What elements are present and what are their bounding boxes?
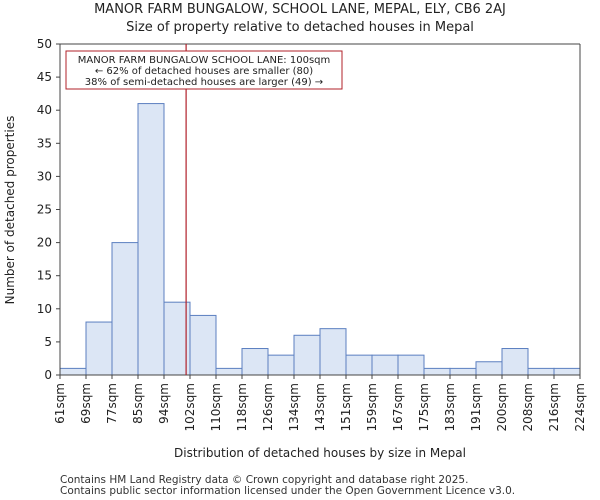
- annotation-line-3: 38% of semi-detached houses are larger (…: [85, 77, 323, 88]
- x-tick-label: 175sqm: [417, 383, 431, 431]
- x-tick-label: 126sqm: [261, 383, 275, 431]
- y-tick-label: 5: [44, 335, 52, 349]
- footer-line-1: Contains HM Land Registry data © Crown c…: [60, 474, 469, 486]
- bar: [293, 334, 321, 376]
- y-tick-label: 0: [44, 368, 52, 382]
- y-tick-label: 10: [37, 302, 52, 316]
- y-tick-label: 50: [37, 37, 52, 51]
- y-tick-label: 15: [37, 269, 52, 283]
- y-tick-label: 20: [37, 236, 52, 250]
- bar: [371, 354, 399, 376]
- bar: [215, 367, 243, 376]
- x-tick-label: 191sqm: [469, 383, 483, 431]
- bar: [553, 367, 581, 376]
- bar: [501, 348, 529, 376]
- bar: [111, 242, 139, 376]
- bar: [319, 328, 347, 376]
- bar: [423, 367, 451, 376]
- x-tick-label: 118sqm: [235, 383, 249, 431]
- y-tick-label: 35: [37, 136, 52, 150]
- bar: [241, 348, 269, 376]
- y-tick-label: 30: [37, 169, 52, 183]
- bar: [85, 321, 113, 376]
- bar: [267, 354, 295, 376]
- bar: [527, 367, 555, 376]
- x-tick-label: 159sqm: [365, 383, 379, 431]
- x-tick-label: 69sqm: [79, 383, 93, 424]
- bar: [137, 103, 165, 376]
- x-tick-label: 167sqm: [391, 383, 405, 431]
- y-axis-label: Number of detached properties: [3, 116, 17, 305]
- x-tick-label: 224sqm: [573, 383, 587, 431]
- x-tick-label: 102sqm: [183, 383, 197, 431]
- bar: [345, 354, 373, 376]
- y-tick-label: 45: [37, 70, 52, 84]
- annotation-box: [65, 50, 343, 90]
- bar: [189, 314, 217, 376]
- chart-title: MANOR FARM BUNGALOW, SCHOOL LANE, MEPAL,…: [94, 2, 506, 17]
- x-tick-label: 216sqm: [547, 383, 561, 431]
- bar: [475, 361, 503, 376]
- annotation-line-1: MANOR FARM BUNGALOW SCHOOL LANE: 100sqm: [78, 55, 331, 66]
- x-tick-label: 151sqm: [339, 383, 353, 431]
- x-tick-label: 85sqm: [131, 383, 145, 424]
- x-tick-label: 183sqm: [443, 383, 457, 431]
- footer-line-2: Contains public sector information licen…: [60, 485, 516, 497]
- annotation-line-2: ← 62% of detached houses are smaller (80…: [95, 66, 313, 77]
- bar: [449, 367, 477, 376]
- bar: [397, 354, 425, 376]
- bar: [59, 367, 87, 376]
- x-tick-label: 208sqm: [521, 383, 535, 431]
- y-tick-label: 40: [37, 103, 52, 117]
- x-tick-label: 94sqm: [157, 383, 171, 424]
- y-tick-label: 25: [37, 203, 52, 217]
- x-tick-label: 134sqm: [287, 383, 301, 431]
- x-tick-label: 143sqm: [313, 383, 327, 431]
- x-tick-label: 110sqm: [209, 383, 223, 431]
- x-tick-label: 77sqm: [105, 383, 119, 424]
- x-axis-label: Distribution of detached houses by size …: [174, 446, 466, 460]
- chart-subtitle: Size of property relative to detached ho…: [126, 20, 474, 35]
- x-tick-label: 200sqm: [495, 383, 509, 431]
- x-tick-label: 61sqm: [53, 383, 67, 424]
